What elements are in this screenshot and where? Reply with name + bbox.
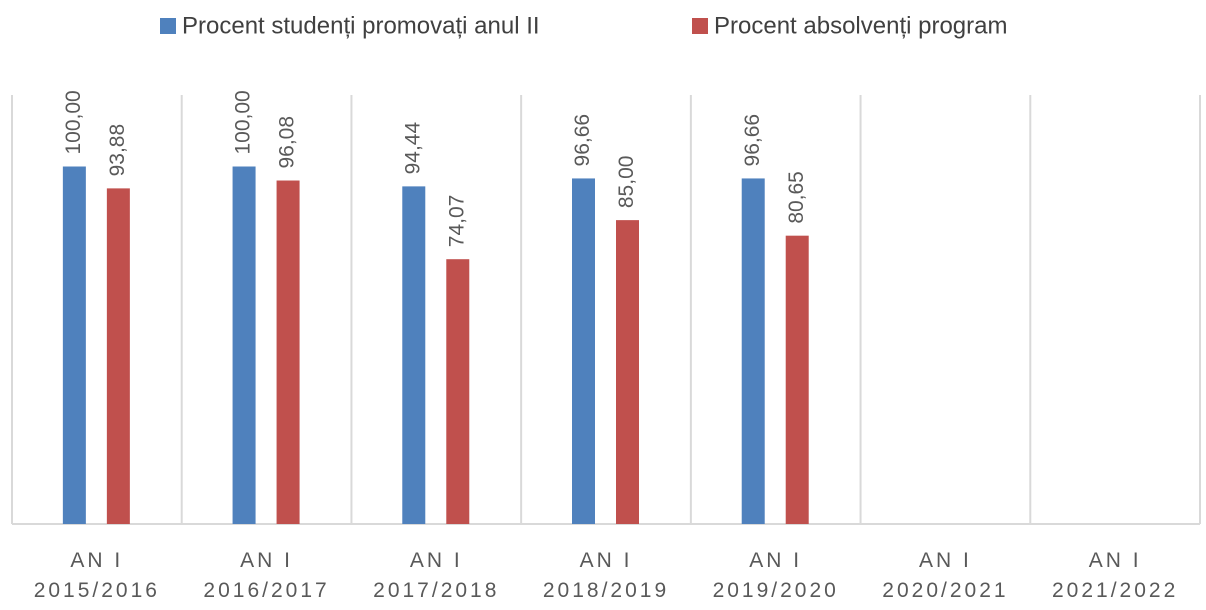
bar [232,166,256,524]
bar [785,235,809,524]
data-label: 80,65 [785,171,808,224]
bar [616,220,639,524]
data-label: 100,00 [232,90,255,154]
legend-swatch [160,18,176,34]
bar [62,166,86,524]
data-label: 74,07 [445,195,468,248]
bar [572,178,595,525]
bar [446,259,470,524]
bar [741,178,765,525]
x-tick-label: AN I 2017/2018 [373,549,500,602]
data-label: 85,00 [615,156,638,209]
data-label: 94,44 [401,122,424,175]
legend-label: Procent studenți promovați anul II [182,12,540,39]
x-tick-label: AN I 2015/2016 [33,549,160,602]
x-tick-label: AN I 2019/2020 [712,549,839,602]
bar [402,186,426,524]
bar [106,188,130,524]
data-label: 96,08 [276,116,299,169]
data-label: 96,66 [571,114,594,167]
data-label: 93,88 [106,124,129,177]
x-tick-label: AN I 2021/2022 [1052,549,1179,602]
legend-label: Procent absolvenți program [714,12,1007,39]
data-label: 96,66 [741,114,764,167]
data-label: 100,00 [62,90,85,154]
x-tick-label: AN I 2020/2021 [882,549,1009,602]
legend-swatch [692,18,708,34]
x-tick-label: AN I 2018/2019 [542,549,670,602]
x-tick-label: AN I 2016/2017 [203,549,330,602]
bar [276,180,300,524]
